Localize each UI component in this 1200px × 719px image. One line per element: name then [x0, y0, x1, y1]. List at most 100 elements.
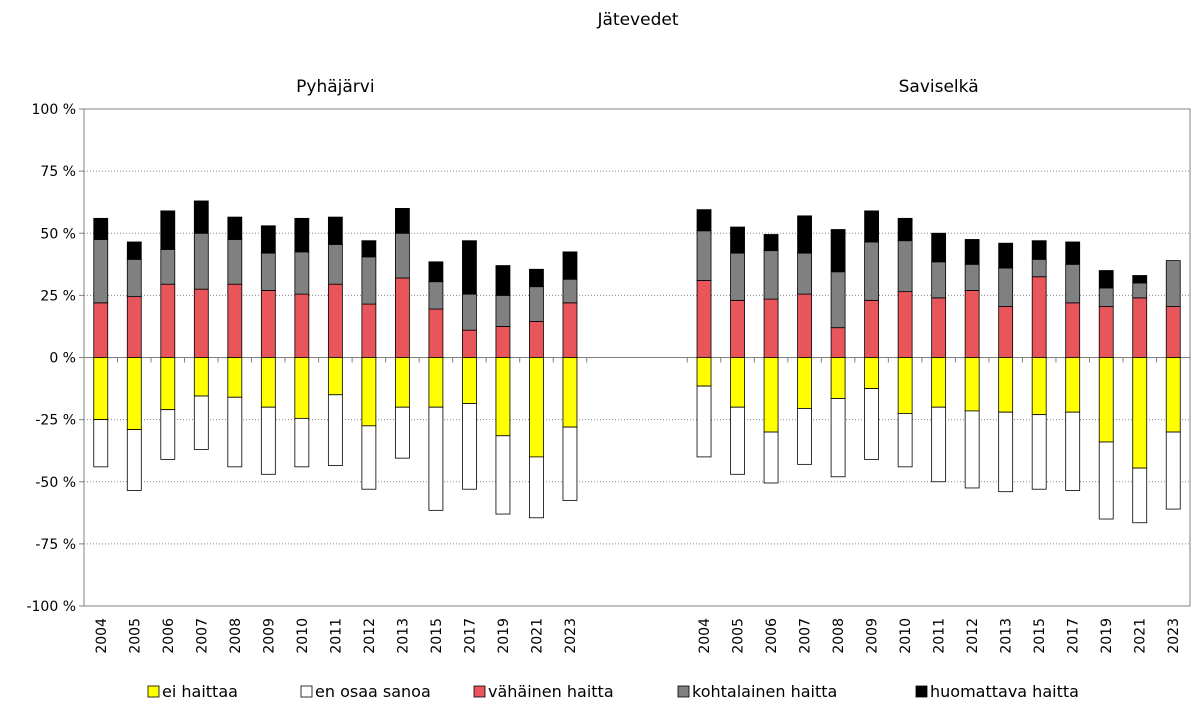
x-tick-label: 2007: [194, 618, 210, 654]
bar-segment: [797, 252, 812, 295]
legend-swatch: [300, 685, 313, 698]
x-tick-label: 2013: [999, 618, 1015, 654]
x-tick-label: 2015: [429, 618, 445, 654]
bar-segment: [1132, 467, 1148, 524]
bar-segment: [93, 239, 109, 304]
bar-segment: [1031, 258, 1047, 278]
bar-segment: [294, 217, 310, 253]
legend-swatch: [677, 685, 690, 698]
bar-segment: [361, 303, 377, 358]
x-tick-label: 2010: [295, 618, 311, 654]
bar-segment: [931, 261, 947, 299]
bar-segment: [529, 286, 544, 322]
bar-segment: [730, 226, 745, 254]
bar-segment: [998, 411, 1014, 493]
bar-segment: [1132, 282, 1148, 299]
y-tick-label: 0 %: [49, 351, 76, 367]
bar-segment: [294, 357, 310, 419]
bar-segment: [394, 406, 410, 459]
bar-segment: [160, 210, 176, 250]
bar-segment: [1031, 357, 1047, 416]
bar-segment: [562, 357, 578, 428]
bar-segment: [998, 267, 1014, 307]
bar-segment: [797, 293, 812, 358]
bar-segment: [964, 239, 980, 265]
bar-segment: [696, 209, 712, 232]
bar-segment: [1065, 241, 1081, 265]
bar-segment: [1031, 240, 1047, 260]
bar-segment: [160, 249, 176, 285]
bar-segment: [763, 431, 779, 484]
bar-segment: [1031, 414, 1047, 490]
y-tick-label: 100 %: [32, 102, 76, 118]
legend-label: ei haittaa: [162, 682, 238, 701]
x-tick-label: 2017: [1066, 618, 1082, 654]
x-tick-label: 2010: [898, 618, 914, 654]
x-tick-label: 2021: [1133, 618, 1149, 654]
y-tick-label: 75 %: [40, 164, 76, 180]
bar-segment: [897, 217, 913, 242]
bar-segment: [1065, 411, 1081, 491]
x-tick-label: 2021: [529, 618, 545, 654]
bar-segment: [294, 417, 310, 468]
y-tick-label: -75 %: [35, 537, 76, 553]
bar-segment: [696, 280, 712, 358]
x-tick-label: 2019: [1099, 618, 1115, 654]
chart-title: Jätevedet: [597, 10, 679, 30]
legend-label: en osaa sanoa: [315, 682, 431, 701]
bar-segment: [260, 225, 276, 254]
bar-segment: [327, 244, 343, 285]
x-tick-label: 2013: [395, 618, 411, 654]
bar-segment: [1098, 441, 1114, 520]
bar-segment: [327, 283, 343, 358]
bar-segment: [193, 288, 209, 358]
bar-segment: [428, 357, 444, 408]
bar-segment: [696, 230, 712, 281]
bar-segment: [763, 298, 779, 358]
bar-segment: [864, 388, 880, 460]
bar-segment: [730, 299, 745, 358]
x-tick-label: 2008: [831, 618, 847, 654]
bar-segment: [797, 408, 812, 465]
bar-segment: [998, 242, 1014, 269]
y-tick-label: -50 %: [35, 475, 76, 491]
bar-segment: [897, 357, 913, 414]
bar-segment: [93, 302, 109, 358]
bar-segment: [1065, 357, 1081, 413]
bar-segment: [260, 252, 276, 291]
bar-segment: [193, 200, 209, 234]
bar-segment: [160, 409, 176, 460]
bar-segment: [1132, 275, 1148, 284]
x-tick-label: 2009: [261, 618, 277, 654]
x-tick-label: 2004: [697, 618, 713, 654]
bar-segment: [495, 265, 511, 296]
x-tick-label: 2005: [731, 618, 747, 654]
bar-segment: [1165, 357, 1181, 433]
bar-segment: [830, 357, 846, 399]
bar-segment: [495, 326, 511, 358]
bar-segment: [495, 357, 511, 437]
bar-segment: [126, 296, 142, 358]
bar-segment: [428, 308, 444, 358]
bar-segment: [864, 357, 880, 389]
x-tick-label: 2006: [161, 618, 177, 654]
bar-segment: [462, 240, 477, 295]
bar-segment: [696, 385, 712, 458]
bar-segment: [864, 241, 880, 301]
bar-segment: [964, 263, 980, 291]
bar-segment: [830, 398, 846, 478]
bar-segment: [394, 232, 410, 279]
y-tick-label: 25 %: [40, 288, 76, 304]
bar-segment: [361, 240, 377, 258]
bar-segment: [1165, 260, 1181, 307]
bar-segment: [462, 403, 477, 490]
bar-segment: [964, 410, 980, 489]
bar-segment: [529, 321, 544, 358]
bar-segment: [1098, 306, 1114, 358]
bar-segment: [361, 357, 377, 427]
panel-title: Saviselkä: [899, 77, 979, 97]
bar-segment: [730, 252, 745, 301]
bar-segment: [394, 357, 410, 408]
